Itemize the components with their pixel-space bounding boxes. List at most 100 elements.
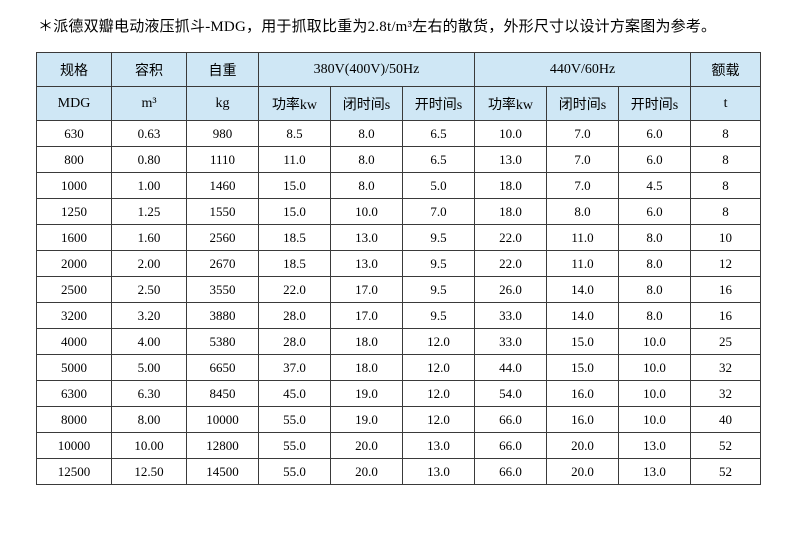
table-cell: 33.0 [474, 302, 547, 329]
table-cell: 10.00 [111, 432, 187, 459]
table-cell: 9.5 [402, 250, 475, 277]
table-cell: 8 [690, 146, 762, 173]
table-cell: 10.0 [617, 354, 692, 381]
table-cell: 13.0 [402, 432, 475, 459]
table-cell: 14500 [186, 458, 259, 485]
table-cell: 8 [690, 198, 762, 225]
table-cell: 8.0 [617, 224, 692, 251]
table-cell: 12.0 [402, 328, 475, 355]
table-cell: 8.0 [330, 172, 403, 199]
unit-header-kg: kg [186, 86, 259, 121]
table-cell: 8.0 [617, 302, 692, 329]
table-cell: 18.5 [258, 224, 331, 251]
table-cell: 3550 [186, 276, 259, 303]
unit-header-power-380: 功率kw [258, 86, 331, 121]
col-header-capacity: 容积 [111, 52, 187, 87]
col-header-rated-load: 额载 [690, 52, 762, 87]
table-cell: 10.0 [617, 380, 692, 407]
table-cell: 33.0 [474, 328, 547, 355]
table-cell: 16 [690, 276, 762, 303]
table-cell: 5000 [36, 354, 112, 381]
table-cell: 22.0 [474, 250, 547, 277]
table-cell: 13.0 [617, 432, 692, 459]
table-cell: 25 [690, 328, 762, 355]
table-cell: 8.5 [258, 120, 331, 147]
table-cell: 22.0 [258, 276, 331, 303]
table-cell: 3880 [186, 302, 259, 329]
table-cell: 28.0 [258, 302, 331, 329]
table-cell: 12.50 [111, 458, 187, 485]
table-cell: 22.0 [474, 224, 547, 251]
table-cell: 32 [690, 354, 762, 381]
table-cell: 6300 [36, 380, 112, 407]
table-cell: 10.0 [617, 406, 692, 433]
table-cell: 66.0 [474, 432, 547, 459]
table-cell: 13.0 [330, 224, 403, 251]
table-cell: 1460 [186, 172, 259, 199]
table-cell: 9.5 [402, 302, 475, 329]
table-cell: 32 [690, 380, 762, 407]
table-cell: 14.0 [546, 302, 619, 329]
table-cell: 40 [690, 406, 762, 433]
table-cell: 10.0 [330, 198, 403, 225]
table-row: 3200 3.20 3880 28.0 17.0 9.5 33.0 14.0 8.0 16 [36, 302, 762, 329]
unit-header-mdg: MDG [36, 86, 112, 121]
table-row: 4000 4.00 5380 28.0 18.0 12.0 33.0 15.0 10.0 25 [36, 328, 762, 355]
table-cell: 8 [690, 120, 762, 147]
unit-header-m3: m³ [111, 86, 187, 121]
table-cell: 9.5 [402, 224, 475, 251]
table-cell: 15.0 [546, 328, 619, 355]
table-cell: 19.0 [330, 406, 403, 433]
table-cell: 18.0 [330, 328, 403, 355]
table-cell: 6.5 [402, 146, 475, 173]
table-cell: 55.0 [258, 432, 331, 459]
table-cell: 13.0 [330, 250, 403, 277]
table-cell: 18.0 [330, 354, 403, 381]
table-cell: 16.0 [546, 380, 619, 407]
spec-table-body: 630 0.63 980 8.5 8.0 6.5 10.0 7.0 6.0 8 800 0.80 111… [36, 120, 762, 485]
table-cell: 16 [690, 302, 762, 329]
table-cell: 5.0 [402, 172, 475, 199]
table-row: 2500 2.50 3550 22.0 17.0 9.5 26.0 14.0 8.0 16 [36, 276, 762, 303]
col-group-440v: 440V/60Hz [473, 52, 692, 87]
table-cell: 11.0 [546, 250, 619, 277]
table-cell: 12.0 [402, 354, 475, 381]
table-row: 1250 1.25 1550 15.0 10.0 7.0 18.0 8.0 6.0 8 [36, 198, 762, 225]
table-cell: 2500 [36, 276, 112, 303]
table-cell: 18.0 [474, 172, 547, 199]
table-cell: 10000 [36, 432, 112, 459]
table-cell: 55.0 [258, 458, 331, 485]
table-cell: 15.0 [546, 354, 619, 381]
table-cell: 20.0 [546, 458, 619, 485]
table-cell: 19.0 [330, 380, 403, 407]
table-cell: 12.0 [402, 406, 475, 433]
table-cell: 8.0 [330, 146, 403, 173]
table-cell: 26.0 [474, 276, 547, 303]
table-cell: 11.0 [546, 224, 619, 251]
table-cell: 2670 [186, 250, 259, 277]
table-row: 5000 5.00 6650 37.0 18.0 12.0 44.0 15.0 10.0 32 [36, 354, 762, 381]
col-header-spec: 规格 [36, 52, 112, 87]
table-cell: 1110 [186, 146, 259, 173]
table-row: 2000 2.00 2670 18.5 13.0 9.5 22.0 11.0 8.0 12 [36, 250, 762, 277]
table-row: 630 0.63 980 8.5 8.0 6.5 10.0 7.0 6.0 8 [36, 120, 762, 147]
table-row: 12500 12.50 14500 55.0 20.0 13.0 66.0 20.0 13.0 5… [36, 458, 762, 485]
table-cell: 5380 [186, 328, 259, 355]
table-row: 1600 1.60 2560 18.5 13.0 9.5 22.0 11.0 8.0 10 [36, 224, 762, 251]
table-cell: 1550 [186, 198, 259, 225]
table-cell: 8.0 [546, 198, 619, 225]
table-cell: 20.0 [330, 432, 403, 459]
table-cell: 45.0 [258, 380, 331, 407]
unit-header-open-time-380: 开时间s [402, 86, 475, 121]
col-header-weight: 自重 [186, 52, 259, 87]
table-cell: 8.0 [330, 120, 403, 147]
table-cell: 7.0 [546, 172, 619, 199]
table-cell: 18.0 [474, 198, 547, 225]
table-cell: 37.0 [258, 354, 331, 381]
table-cell: 12500 [36, 458, 112, 485]
table-cell: 14.0 [546, 276, 619, 303]
table-cell: 7.0 [546, 146, 619, 173]
table-cell: 6.5 [402, 120, 475, 147]
table-cell: 1.25 [111, 198, 187, 225]
